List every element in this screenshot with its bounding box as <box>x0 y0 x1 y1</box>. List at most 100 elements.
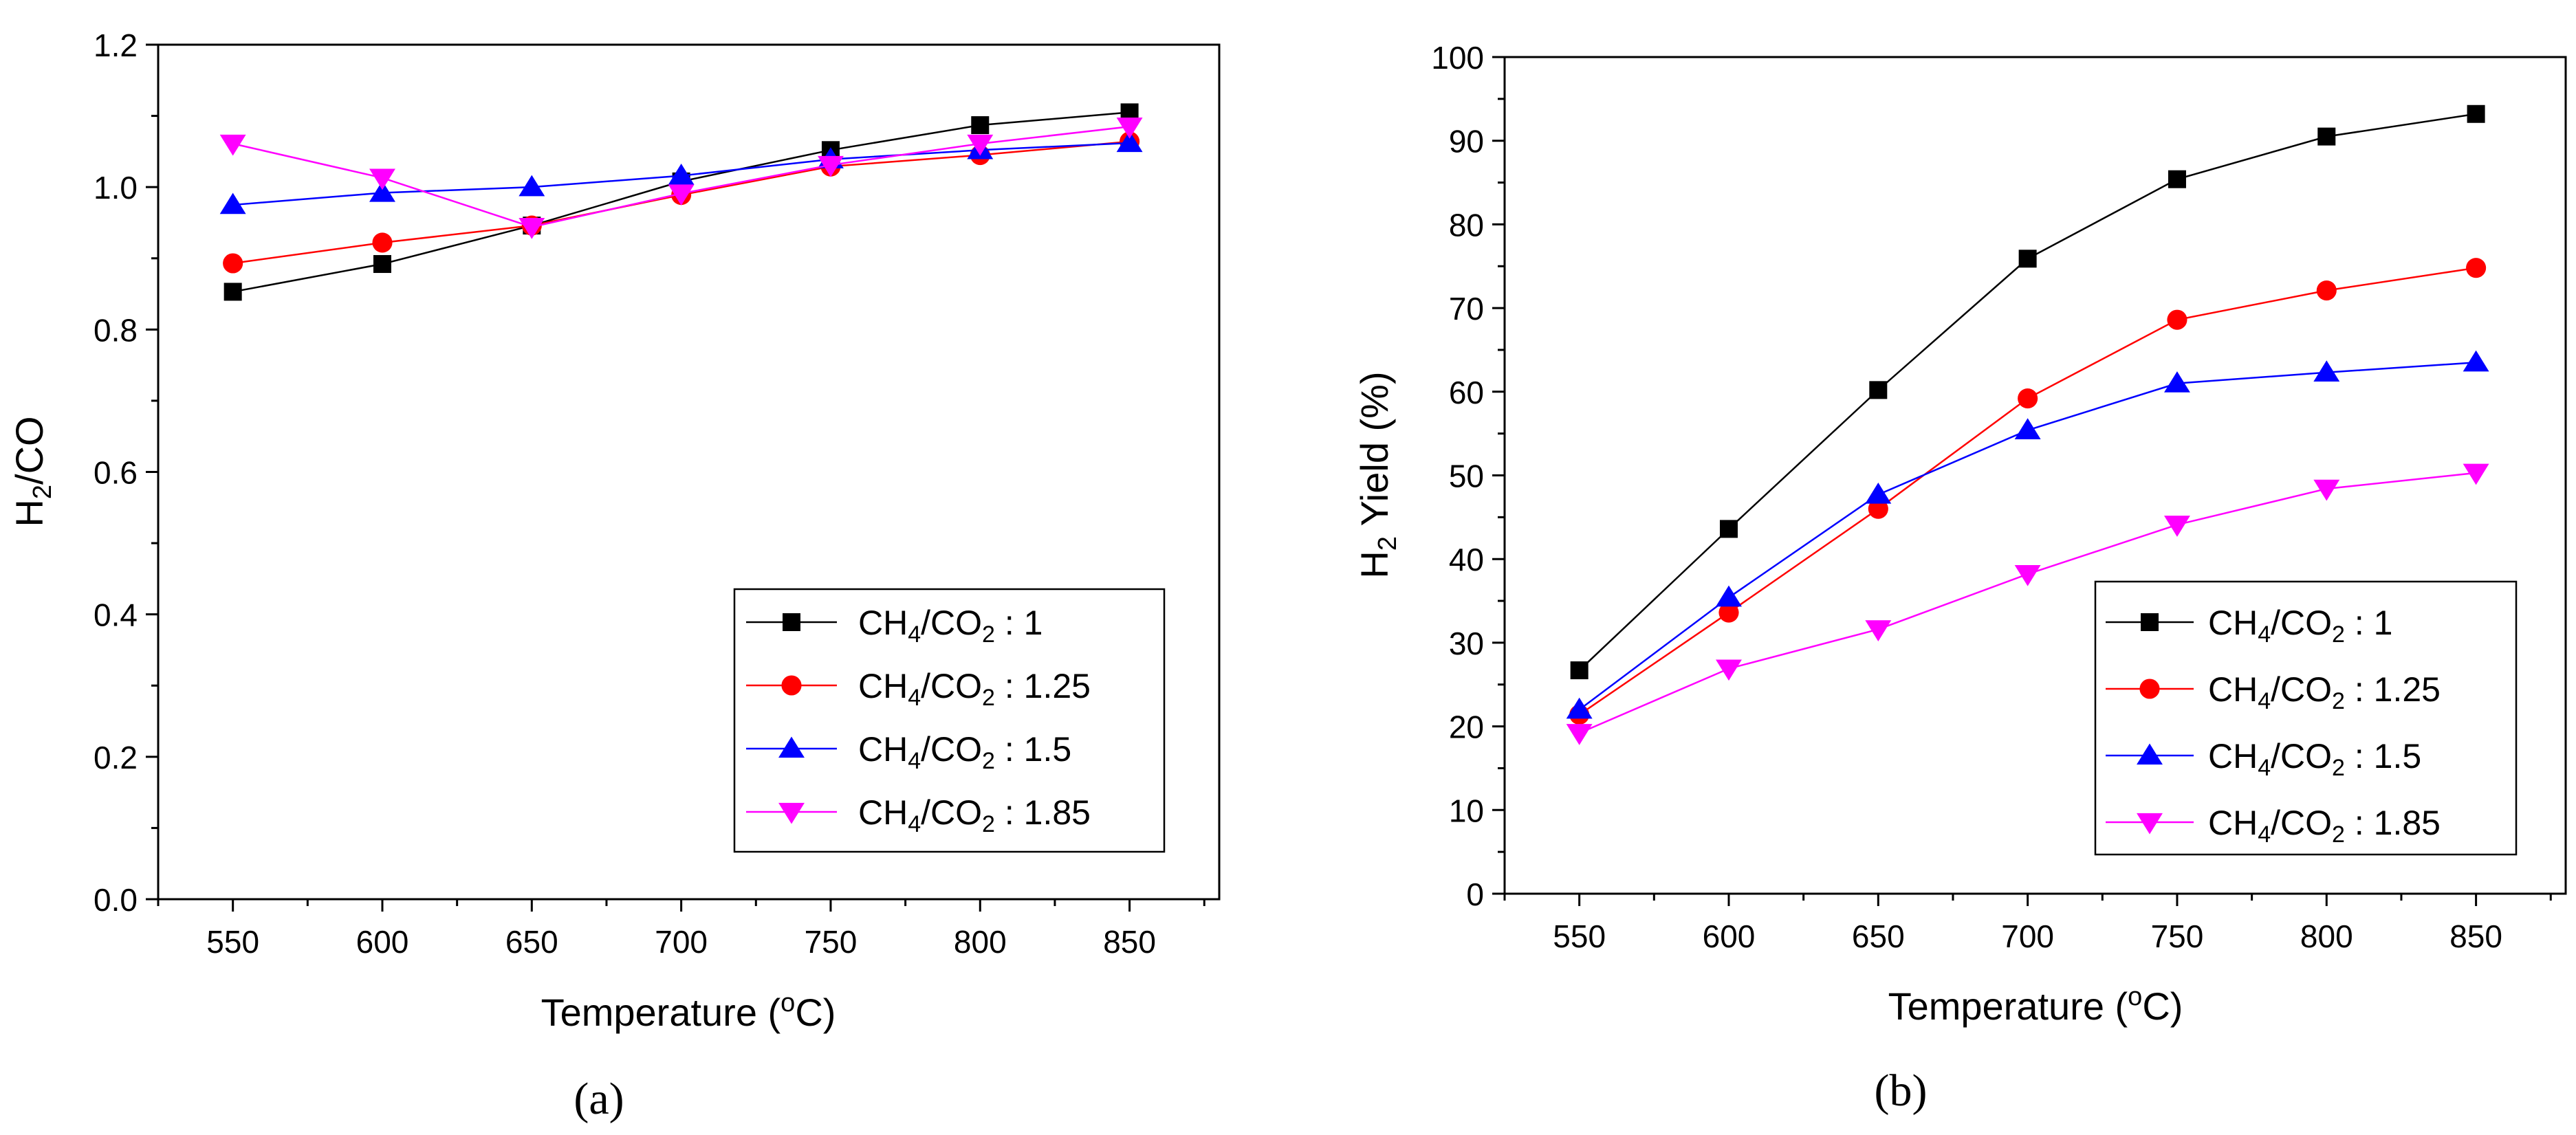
data-point <box>223 283 242 301</box>
legend-label: CH4​/CO2​ : 1.25 <box>858 667 1091 711</box>
legend-marker <box>2137 743 2163 765</box>
y-tick-label: 60 <box>1449 375 1484 410</box>
data-point <box>2164 371 2190 393</box>
legend-items: CH4​/CO2​ : 1 CH4​/CO2​ : 1.25 CH4​/CO2​ :… <box>746 604 1091 837</box>
x-tick-label: 850 <box>1103 924 1156 960</box>
y-tick-label: 30 <box>1449 626 1484 661</box>
data-point <box>373 255 391 274</box>
legend: CH4​/CO2​ : 1 CH4​/CO2​ : 1.25 CH4​/CO2​ :… <box>733 588 1166 853</box>
data-point <box>1719 520 1738 538</box>
data-point <box>2018 388 2038 409</box>
panel-label-a: (a) <box>574 1074 624 1124</box>
data-point <box>2463 350 2489 372</box>
legend-item: CH4​/CO2​ : 1.5 <box>746 730 1071 774</box>
x-tick-label: 800 <box>954 924 1007 960</box>
data-point <box>2014 418 2041 439</box>
data-point <box>1116 131 1143 153</box>
x-tick-label: 650 <box>505 924 558 960</box>
y-axis-label: H2​ Yield (%) <box>1353 371 1402 578</box>
data-point <box>1716 659 1742 681</box>
y-tick-label: 0 <box>1466 877 1484 912</box>
x-tick-label: 750 <box>2151 918 2204 954</box>
series-3 <box>1566 350 2489 719</box>
x-tick-label: 600 <box>356 924 409 960</box>
legend-label: CH4​/CO2​ : 1.85 <box>2208 804 2441 848</box>
y-tick-label: 80 <box>1449 207 1484 243</box>
legend-box <box>2094 580 2518 856</box>
y-tick-label: 20 <box>1449 709 1484 745</box>
legend-marker <box>783 613 800 631</box>
y-tick-label: 40 <box>1449 542 1484 577</box>
chart-panel-a: 0.0 0.2 0.4 0.6 0.8 1.0 1.2 550 600 650 700 750 800… <box>8 27 1221 1124</box>
data-point <box>1566 724 1593 745</box>
y-tick-label: 50 <box>1449 459 1484 494</box>
data-point <box>2317 127 2336 146</box>
legend-marker <box>2139 679 2160 699</box>
legend-item: CH4​/CO2​ : 1.85 <box>746 793 1091 837</box>
legend-label: CH4​/CO2​ : 1 <box>858 604 1043 648</box>
legend-marker <box>778 802 805 824</box>
data-point <box>1566 697 1593 719</box>
x-tick-label: 600 <box>1703 918 1756 954</box>
legend-marker <box>2141 613 2159 631</box>
data-point <box>2164 516 2190 537</box>
data-point <box>369 168 395 190</box>
legend-label: CH4​/CO2​ : 1.25 <box>2208 670 2441 714</box>
data-point <box>2316 280 2337 301</box>
y-tick-label: 10 <box>1449 793 1484 828</box>
series-layer <box>1566 104 2489 745</box>
y-tick-label: 70 <box>1449 291 1484 327</box>
data-point <box>971 116 990 135</box>
data-point <box>668 164 695 185</box>
y-tick-label: 100 <box>1431 40 1484 76</box>
data-point <box>2167 309 2187 330</box>
x-axis-label: Temperature (o​C) <box>1888 982 2183 1028</box>
data-point <box>1869 381 1888 399</box>
series-1 <box>1570 104 2485 680</box>
legend-box <box>733 588 1166 853</box>
data-point <box>1716 585 1742 607</box>
series-4 <box>219 117 1143 239</box>
data-point <box>668 184 695 206</box>
y-tick-label: 0.0 <box>94 882 138 918</box>
data-point <box>1570 661 1589 680</box>
legend-marker <box>781 675 802 696</box>
data-point <box>2466 258 2487 278</box>
data-point <box>1865 620 1892 641</box>
data-point <box>2313 360 2340 382</box>
legend-item: CH4​/CO2​ : 1.25 <box>746 667 1091 711</box>
x-axis-ticks: 550 600 650 700 750 800 850 <box>1503 894 2552 954</box>
x-tick-label: 800 <box>2300 918 2353 954</box>
x-axis-ticks: 550 600 650 700 750 800 850 <box>157 899 1205 960</box>
legend-item: CH4​/CO2​ : 1 <box>746 604 1043 648</box>
data-point <box>1868 498 1888 519</box>
data-point <box>519 175 545 197</box>
legend-item: CH4​/CO2​ : 1.85 <box>2106 804 2441 848</box>
y-tick-label: 1.2 <box>94 27 138 63</box>
x-tick-label: 850 <box>2449 918 2502 954</box>
data-point <box>519 218 545 239</box>
y-axis-ticks: 0.0 0.2 0.4 0.6 0.8 1.0 1.2 <box>94 27 158 918</box>
data-point <box>967 134 994 156</box>
data-point <box>219 192 246 214</box>
data-point <box>223 253 243 274</box>
chart-panel-b: 0 10 20 30 40 50 60 70 80 90 100 550 600 650 700 750 80… <box>1353 40 2567 1116</box>
y-tick-label: 90 <box>1449 124 1484 159</box>
y-tick-label: 1.0 <box>94 170 138 206</box>
data-point <box>2014 564 2041 586</box>
panel-label-b: (b) <box>1875 1066 1928 1116</box>
data-point <box>818 155 844 177</box>
data-point <box>1116 117 1143 139</box>
legend-item: CH4​/CO2​ : 1 <box>2106 604 2392 648</box>
legend-items: CH4​/CO2​ : 1 CH4​/CO2​ : 1.25 CH4​/CO2​ :… <box>2106 604 2441 848</box>
data-point <box>2467 104 2485 123</box>
legend: CH4​/CO2​ : 1 CH4​/CO2​ : 1.25 CH4​/CO2​ :… <box>2094 580 2518 856</box>
legend-label: CH4​/CO2​ : 1 <box>2208 604 2392 648</box>
y-axis-label: H2​/CO <box>8 416 57 527</box>
y-axis-ticks: 0 10 20 30 40 50 60 70 80 90 100 <box>1431 40 1505 912</box>
y-tick-label: 0.8 <box>94 312 138 348</box>
legend-label: CH4​/CO2​ : 1.85 <box>858 793 1091 837</box>
y-tick-label: 0.4 <box>94 597 138 633</box>
legend-marker <box>2137 813 2163 835</box>
